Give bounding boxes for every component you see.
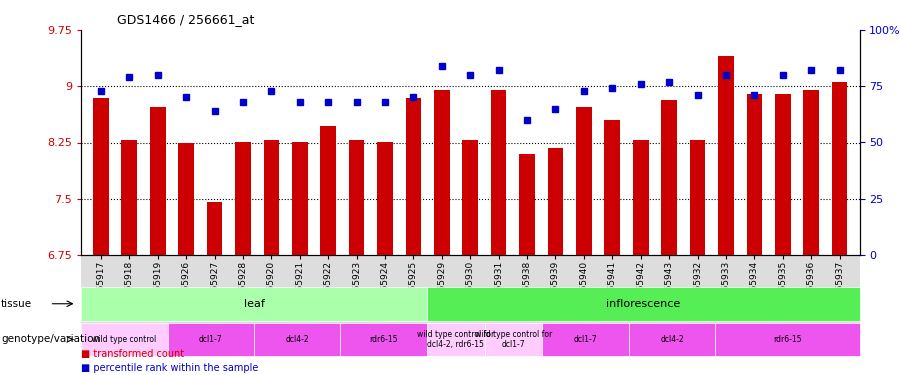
Bar <box>576 107 591 255</box>
Text: dcl4-2: dcl4-2 <box>285 335 309 344</box>
Bar <box>150 107 166 255</box>
Text: wild type control for
dcl1-7: wild type control for dcl1-7 <box>475 330 552 349</box>
Bar <box>662 100 677 255</box>
Bar <box>718 56 734 255</box>
Bar <box>633 140 649 255</box>
Text: inflorescence: inflorescence <box>606 299 680 309</box>
Bar <box>832 82 848 255</box>
Text: rdr6-15: rdr6-15 <box>773 335 802 344</box>
Text: genotype/variation: genotype/variation <box>1 334 100 344</box>
Bar <box>491 90 507 255</box>
Text: dcl4-2: dcl4-2 <box>661 335 684 344</box>
Bar <box>122 140 137 255</box>
Bar <box>434 90 450 255</box>
Bar <box>406 98 421 255</box>
Bar <box>463 140 478 255</box>
Bar <box>605 120 620 255</box>
Bar <box>320 126 336 255</box>
Text: GDS1466 / 256661_at: GDS1466 / 256661_at <box>117 13 255 26</box>
Bar <box>349 140 364 255</box>
Bar <box>235 142 251 255</box>
Bar <box>747 94 762 255</box>
Bar <box>264 140 279 255</box>
Bar <box>804 90 819 255</box>
Text: dcl1-7: dcl1-7 <box>574 335 598 344</box>
Bar <box>519 154 535 255</box>
Bar <box>93 98 109 255</box>
Bar <box>207 202 222 255</box>
Bar <box>775 94 790 255</box>
Bar <box>292 142 308 255</box>
Text: ■ percentile rank within the sample: ■ percentile rank within the sample <box>81 363 258 373</box>
Bar <box>548 148 563 255</box>
Text: ■ transformed count: ■ transformed count <box>81 349 184 359</box>
Text: wild type control for
dcl4-2, rdr6-15: wild type control for dcl4-2, rdr6-15 <box>418 330 494 349</box>
Text: tissue: tissue <box>1 299 32 309</box>
Text: rdr6-15: rdr6-15 <box>370 335 398 344</box>
Text: leaf: leaf <box>244 299 265 309</box>
Bar <box>178 143 194 255</box>
Bar <box>689 140 706 255</box>
Text: dcl1-7: dcl1-7 <box>199 335 222 344</box>
Text: wild type control: wild type control <box>92 335 157 344</box>
Bar <box>377 142 392 255</box>
